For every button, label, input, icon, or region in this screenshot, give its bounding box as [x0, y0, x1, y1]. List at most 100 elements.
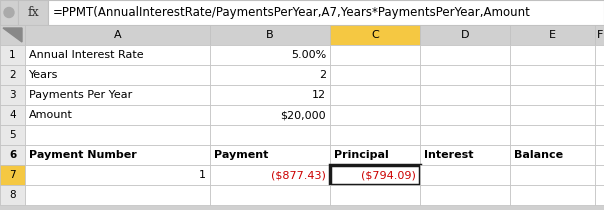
Bar	[510, 145, 595, 165]
Text: 1: 1	[199, 170, 206, 180]
Bar	[330, 125, 420, 145]
Bar	[0, 0, 604, 25]
Bar	[25, 105, 210, 125]
Bar	[420, 45, 510, 65]
Text: Payment Number: Payment Number	[29, 150, 137, 160]
Text: ($877.43): ($877.43)	[271, 170, 326, 180]
Bar	[330, 185, 420, 205]
Text: 5.00%: 5.00%	[291, 50, 326, 60]
Bar	[595, 25, 604, 45]
Bar	[330, 65, 420, 85]
Text: 8: 8	[9, 190, 16, 200]
Bar	[420, 105, 510, 125]
Bar	[210, 125, 330, 145]
Bar	[210, 85, 330, 105]
Text: $20,000: $20,000	[280, 110, 326, 120]
Bar	[420, 85, 510, 105]
Text: Payment: Payment	[214, 150, 268, 160]
Bar	[25, 125, 210, 145]
Bar	[595, 45, 604, 65]
Bar	[330, 85, 420, 105]
Bar	[330, 165, 420, 185]
Text: Years: Years	[29, 70, 59, 80]
Bar	[0, 165, 25, 185]
Text: 12: 12	[312, 90, 326, 100]
Bar	[18, 0, 48, 25]
Bar	[0, 145, 25, 165]
Text: Payments Per Year: Payments Per Year	[29, 90, 132, 100]
Bar	[25, 25, 210, 45]
Polygon shape	[3, 28, 22, 42]
Bar	[510, 85, 595, 105]
Text: 5: 5	[9, 130, 16, 140]
Bar	[595, 185, 604, 205]
Text: 4: 4	[9, 110, 16, 120]
Bar	[48, 0, 604, 25]
Bar	[0, 105, 25, 125]
Bar	[595, 145, 604, 165]
Bar	[510, 45, 595, 65]
Bar	[0, 45, 25, 65]
Bar	[210, 105, 330, 125]
Bar	[330, 165, 420, 185]
Bar	[420, 65, 510, 85]
Bar	[0, 85, 25, 105]
Bar	[210, 165, 330, 185]
Text: 6: 6	[9, 150, 16, 160]
Text: Annual Interest Rate: Annual Interest Rate	[29, 50, 144, 60]
Bar	[330, 145, 420, 165]
Bar	[510, 125, 595, 145]
Text: 7: 7	[9, 170, 16, 180]
Bar	[595, 125, 604, 145]
Text: fx: fx	[27, 6, 39, 19]
Bar	[510, 185, 595, 205]
Text: A: A	[114, 30, 121, 40]
Bar	[510, 105, 595, 125]
Bar	[210, 25, 330, 45]
Bar	[25, 165, 210, 185]
Bar	[0, 125, 25, 145]
Bar	[0, 0, 18, 25]
Text: Interest: Interest	[424, 150, 474, 160]
Bar	[420, 185, 510, 205]
Bar	[0, 185, 25, 205]
Text: =PPMT(AnnualInterestRate/PaymentsPerYear,A7,Years*PaymentsPerYear,Amount: =PPMT(AnnualInterestRate/PaymentsPerYear…	[53, 6, 531, 19]
Bar	[510, 165, 595, 185]
Circle shape	[4, 8, 14, 17]
Bar	[25, 85, 210, 105]
Bar	[210, 185, 330, 205]
Bar	[0, 25, 25, 45]
Bar	[330, 105, 420, 125]
Text: 2: 2	[9, 70, 16, 80]
Text: ($794.09): ($794.09)	[361, 170, 416, 180]
Text: 3: 3	[9, 90, 16, 100]
Bar	[595, 85, 604, 105]
Bar	[25, 145, 210, 165]
Text: Amount: Amount	[29, 110, 73, 120]
Bar	[595, 65, 604, 85]
Bar	[330, 25, 420, 45]
Bar	[420, 165, 510, 185]
Text: 1: 1	[9, 50, 16, 60]
Bar	[0, 65, 25, 85]
Text: C: C	[371, 30, 379, 40]
Bar	[25, 45, 210, 65]
Text: 2: 2	[319, 70, 326, 80]
Bar	[25, 65, 210, 85]
Text: B: B	[266, 30, 274, 40]
Bar	[25, 185, 210, 205]
Bar	[510, 25, 595, 45]
Text: F: F	[597, 30, 603, 40]
Bar	[210, 65, 330, 85]
Text: Principal: Principal	[334, 150, 389, 160]
Text: D: D	[461, 30, 469, 40]
Bar	[420, 25, 510, 45]
Bar	[420, 125, 510, 145]
Text: Balance: Balance	[514, 150, 563, 160]
Bar	[210, 45, 330, 65]
Bar	[595, 165, 604, 185]
Text: E: E	[549, 30, 556, 40]
Bar	[510, 65, 595, 85]
Bar	[420, 145, 510, 165]
Bar	[330, 45, 420, 65]
